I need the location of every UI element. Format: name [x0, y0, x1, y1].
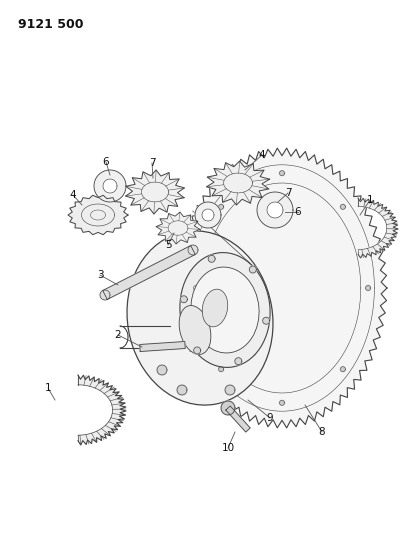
Polygon shape — [68, 195, 128, 235]
Polygon shape — [340, 204, 345, 209]
Polygon shape — [177, 148, 387, 428]
Polygon shape — [94, 170, 126, 202]
Text: 1: 1 — [367, 195, 373, 205]
Polygon shape — [103, 179, 117, 193]
Text: 2: 2 — [115, 330, 121, 340]
Polygon shape — [177, 385, 187, 395]
Polygon shape — [100, 290, 110, 300]
Text: 5: 5 — [165, 240, 171, 250]
Text: 4: 4 — [259, 150, 266, 160]
Polygon shape — [140, 342, 185, 351]
Polygon shape — [219, 204, 224, 209]
Ellipse shape — [180, 253, 270, 367]
Polygon shape — [157, 365, 167, 375]
Text: 3: 3 — [97, 270, 103, 280]
Text: 6: 6 — [295, 207, 301, 217]
Polygon shape — [180, 296, 187, 303]
Polygon shape — [156, 212, 200, 244]
Polygon shape — [279, 400, 284, 405]
Polygon shape — [208, 255, 215, 262]
Text: 9: 9 — [267, 413, 273, 423]
Text: 10: 10 — [222, 443, 235, 453]
Polygon shape — [103, 246, 195, 300]
Ellipse shape — [191, 267, 259, 353]
Polygon shape — [257, 192, 293, 228]
Polygon shape — [366, 286, 371, 290]
Polygon shape — [225, 385, 235, 395]
Polygon shape — [279, 171, 284, 176]
Text: 7: 7 — [285, 188, 291, 198]
Text: 6: 6 — [103, 157, 109, 167]
Text: 9121 500: 9121 500 — [18, 18, 83, 31]
Polygon shape — [249, 266, 256, 273]
Polygon shape — [78, 375, 126, 445]
Polygon shape — [221, 401, 235, 415]
Polygon shape — [195, 202, 221, 228]
Polygon shape — [194, 347, 201, 354]
Text: 7: 7 — [149, 158, 155, 168]
Polygon shape — [267, 202, 283, 218]
Text: 4: 4 — [70, 190, 76, 200]
Ellipse shape — [179, 305, 211, 354]
Polygon shape — [263, 317, 270, 324]
Polygon shape — [202, 209, 214, 221]
Polygon shape — [188, 245, 198, 255]
Ellipse shape — [127, 231, 273, 405]
Polygon shape — [235, 358, 242, 365]
Text: 8: 8 — [319, 427, 326, 437]
Polygon shape — [358, 198, 398, 258]
Polygon shape — [125, 170, 185, 214]
Polygon shape — [226, 406, 250, 432]
Polygon shape — [206, 161, 270, 205]
Polygon shape — [219, 367, 224, 372]
Text: 1: 1 — [45, 383, 51, 393]
Polygon shape — [194, 286, 199, 290]
Polygon shape — [340, 367, 345, 372]
Ellipse shape — [202, 289, 228, 327]
